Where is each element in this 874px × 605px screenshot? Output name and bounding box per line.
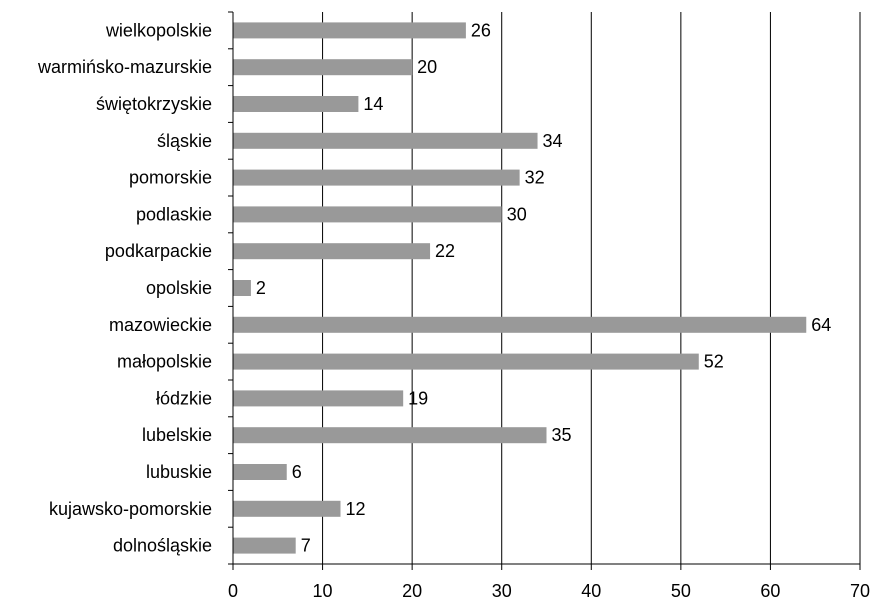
category-label: świętokrzyskie: [96, 94, 212, 114]
category-label: wielkopolskie: [105, 20, 212, 40]
category-label: lubelskie: [142, 425, 212, 445]
data-label: 64: [811, 315, 831, 335]
data-label: 19: [408, 388, 428, 408]
data-label: 12: [345, 499, 365, 519]
data-label: 7: [301, 536, 311, 556]
x-tick-label: 20: [402, 581, 422, 600]
bar-kujawsko-pomorskie: [233, 500, 341, 517]
data-label: 20: [417, 57, 437, 77]
category-label: łódzkie: [156, 388, 212, 408]
category-label: mazowieckie: [109, 315, 212, 335]
bar-podkarpackie: [233, 243, 431, 260]
category-label: kujawsko-pomorskie: [49, 499, 212, 519]
bar-warmińsko-mazurskie: [233, 59, 413, 76]
category-label: śląskie: [157, 131, 212, 151]
data-label: 14: [363, 94, 383, 114]
x-tick-label: 10: [313, 581, 333, 600]
grid-lines: [322, 12, 861, 564]
axes: [228, 11, 861, 570]
bar-lubelskie: [233, 427, 547, 444]
x-tick-label: 50: [671, 581, 691, 600]
bar-małopolskie: [233, 353, 699, 370]
x-tick-label: 30: [492, 581, 512, 600]
category-label: podlaskie: [136, 204, 212, 224]
data-label: 6: [292, 462, 302, 482]
bar-mazowieckie: [233, 316, 807, 333]
category-label: warmińsko-mazurskie: [37, 57, 212, 77]
x-tick-label: 70: [850, 581, 870, 600]
data-label: 2: [256, 278, 266, 298]
bar-łódzkie: [233, 390, 404, 407]
data-label: 35: [552, 425, 572, 445]
category-label: lubuskie: [146, 462, 212, 482]
bars: [233, 22, 807, 554]
x-tick-label: 60: [760, 581, 780, 600]
data-label: 22: [435, 241, 455, 261]
x-tick-label: 0: [228, 581, 238, 600]
category-label: małopolskie: [117, 352, 212, 372]
category-label: dolnośląskie: [113, 536, 212, 556]
data-label: 34: [543, 131, 563, 151]
bar-dolnośląskie: [233, 537, 296, 554]
category-label: podkarpackie: [105, 241, 212, 261]
x-tick-label: 40: [581, 581, 601, 600]
bar-opolskie: [233, 280, 251, 296]
bar-podlaskie: [233, 206, 502, 223]
bar-wielkopolskie: [233, 22, 466, 39]
data-label: 30: [507, 204, 527, 224]
bar-lubuskie: [233, 464, 287, 480]
bar-świętokrzyskie: [233, 96, 359, 112]
bar-pomorskie: [233, 169, 520, 186]
bar-śląskie: [233, 132, 538, 149]
data-label: 32: [525, 168, 545, 188]
data-label: 26: [471, 20, 491, 40]
data-label: 52: [704, 352, 724, 372]
category-label: pomorskie: [129, 168, 212, 188]
category-label: opolskie: [146, 278, 212, 298]
